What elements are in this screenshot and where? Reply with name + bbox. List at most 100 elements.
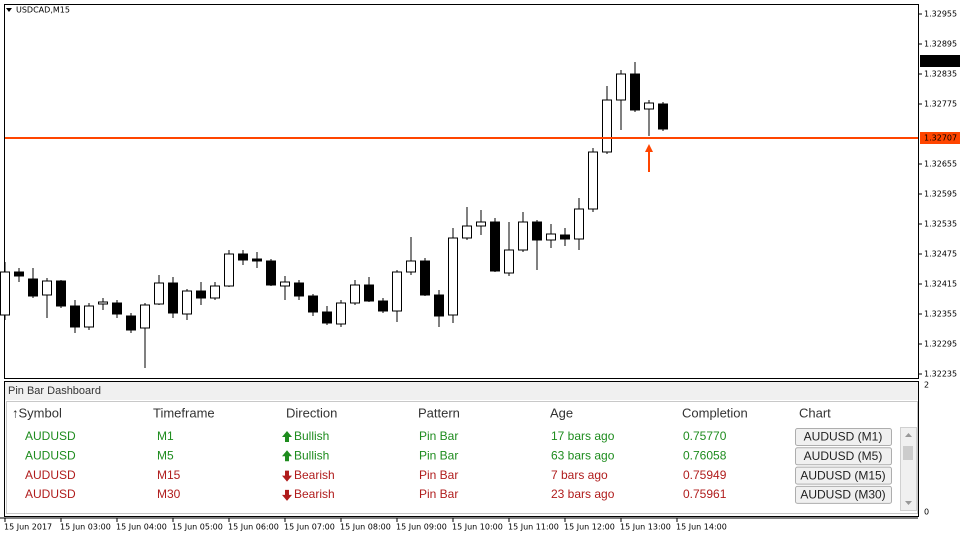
candle-body [168, 282, 178, 314]
y-tick-label: 1.32535 [924, 220, 957, 229]
time-label: 15 Jun 12:00 [564, 523, 615, 532]
direction-icon [282, 489, 292, 501]
column-header[interactable]: Completion [682, 405, 748, 420]
direction-icon [282, 431, 292, 442]
candle-body [350, 284, 360, 304]
chart-button[interactable]: AUDUSD (M1) [795, 428, 892, 446]
chart-button[interactable]: AUDUSD (M15) [795, 466, 892, 485]
candle-body [98, 301, 108, 305]
y-tick-label: 1.32355 [924, 310, 957, 319]
candle-body [280, 281, 290, 287]
candle-body [602, 99, 612, 153]
time-label: 15 Jun 08:00 [340, 523, 391, 532]
cell-age: 23 bars ago [551, 487, 615, 501]
cell-completion: 0.75949 [683, 468, 727, 482]
scrollbar[interactable] [900, 427, 917, 511]
column-header[interactable]: Timeframe [153, 405, 215, 420]
time-label: 15 Jun 06:00 [228, 523, 279, 532]
level-label-bg [920, 132, 960, 144]
candle-body [266, 260, 276, 286]
time-label: 15 Jun 09:00 [396, 523, 447, 532]
candle-body [378, 300, 388, 312]
chart-button[interactable]: AUDUSD (M5) [795, 447, 892, 466]
candle-body [56, 280, 66, 307]
scroll-up[interactable] [905, 433, 912, 437]
button-face[interactable] [795, 428, 892, 446]
candle-body [434, 294, 444, 317]
cell-direction: Bullish [294, 429, 329, 443]
cell-completion: 0.76058 [683, 448, 727, 462]
cell-direction: Bearish [294, 487, 335, 501]
time-label: 15 Jun 13:00 [620, 523, 671, 532]
candle-body [0, 271, 10, 316]
column-header[interactable]: Chart [799, 405, 831, 420]
candle-body [490, 221, 500, 272]
scroll-thumb[interactable] [903, 446, 913, 460]
column-header[interactable]: Age [550, 405, 573, 420]
cell-symbol: AUDUSD [25, 429, 76, 443]
cell-pattern: Pin Bar [419, 487, 458, 501]
y-tick-label: 1.32775 [924, 100, 957, 109]
cell-symbol: AUDUSD [25, 448, 76, 462]
column-header[interactable]: ↑Symbol [12, 405, 62, 420]
candle-body [252, 258, 262, 262]
button-label[interactable]: AUDUSD (M5) [804, 449, 883, 463]
column-header[interactable]: Pattern [418, 405, 460, 420]
candle-body [616, 73, 626, 101]
button-label[interactable]: AUDUSD (M1) [804, 430, 883, 444]
cell-pattern: Pin Bar [419, 429, 458, 443]
time-label: 15 Jun 11:00 [508, 523, 559, 532]
candle-body [588, 151, 598, 210]
indicator-tick-label: 0 [924, 508, 929, 517]
button-face[interactable] [795, 485, 892, 504]
candle-body [308, 295, 318, 313]
candle-body [630, 73, 640, 111]
candle-body [448, 237, 458, 316]
candle-body [644, 102, 654, 110]
candle-body [322, 311, 332, 324]
cell-timeframe: M15 [157, 468, 181, 482]
candle-body [140, 304, 150, 329]
candle-body [532, 221, 542, 241]
cell-age: 7 bars ago [551, 468, 608, 482]
chart-title: USDCAD,M15 [16, 6, 70, 15]
cell-timeframe: M5 [157, 448, 174, 462]
candle-body [224, 253, 234, 287]
cell-completion: 0.75770 [683, 429, 727, 443]
chart-button[interactable]: AUDUSD (M30) [795, 485, 892, 504]
candle-body [658, 103, 668, 130]
button-label[interactable]: AUDUSD (M30) [800, 488, 885, 502]
candle-body [504, 249, 514, 274]
candle-body [392, 271, 402, 312]
column-header[interactable]: Direction [286, 405, 337, 420]
y-tick-label: 1.32295 [924, 340, 957, 349]
time-label: 15 Jun 04:00 [116, 523, 167, 532]
candle-body [28, 278, 38, 297]
signal-arrow [645, 144, 653, 172]
candle-body [560, 234, 570, 240]
time-label: 15 Jun 14:00 [676, 523, 727, 532]
candle-body [546, 233, 556, 241]
button-label[interactable]: AUDUSD (M15) [800, 468, 885, 482]
time-label: 15 Jun 2017 [4, 523, 52, 532]
candle-body [238, 253, 248, 261]
button-face[interactable] [795, 447, 892, 466]
y-tick-label: 1.32595 [924, 190, 957, 199]
button-face[interactable] [795, 466, 892, 485]
dashboard-table [6, 401, 918, 514]
cell-age: 17 bars ago [551, 429, 615, 443]
cell-completion: 0.75961 [683, 487, 727, 501]
time-label: 15 Jun 10:00 [452, 523, 503, 532]
candle-body [182, 290, 192, 315]
time-label: 15 Jun 05:00 [172, 523, 223, 532]
dashboard-header-bar [5, 382, 918, 400]
menu-triangle[interactable] [6, 8, 12, 12]
candle-body [196, 290, 206, 299]
candle-body [420, 260, 430, 296]
candle-body [112, 302, 122, 315]
candle-body [476, 221, 486, 227]
candle-body [294, 282, 304, 297]
price-label-bg [920, 55, 960, 67]
scroll-down[interactable] [905, 501, 912, 505]
